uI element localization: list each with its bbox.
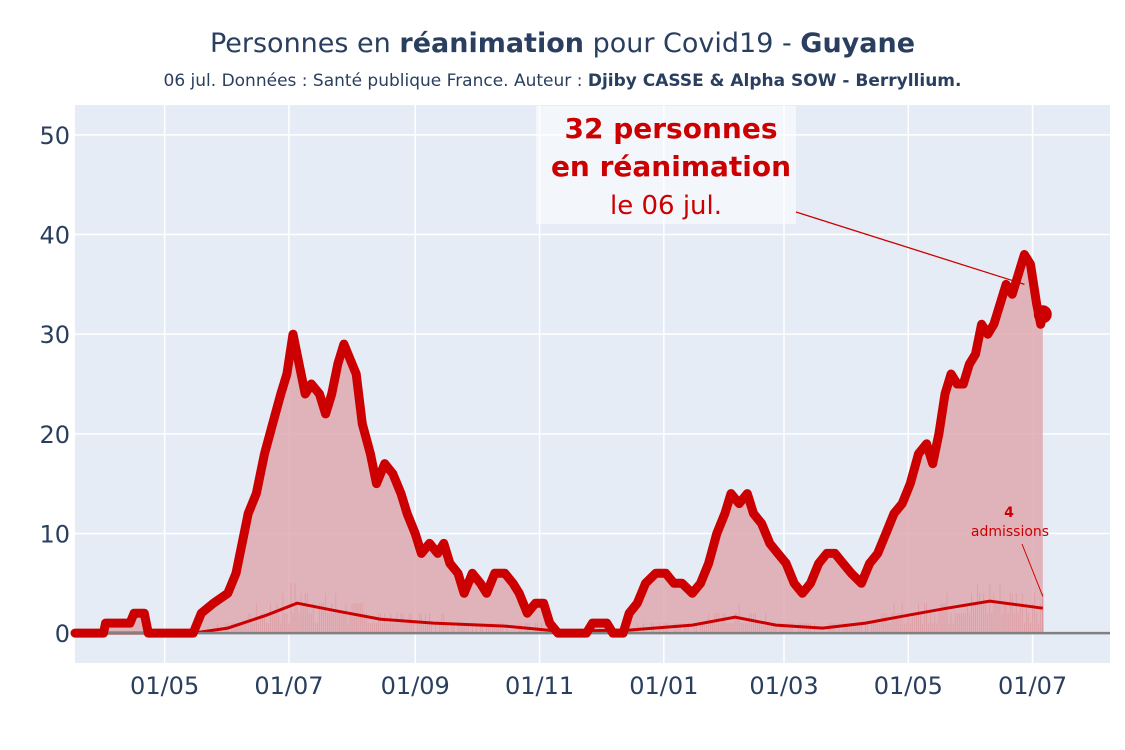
y-tick-label: 0	[55, 620, 70, 648]
x-tick-label: 01/07	[998, 672, 1067, 700]
admissions-average-line	[75, 599, 1043, 635]
x-tick-label: 01/05	[130, 672, 199, 700]
chart-subtitle: 06 jul. Données : Santé publique France.…	[0, 71, 1125, 91]
annotation-box	[536, 106, 796, 224]
x-axis-ticks: 01/05 01/07 01/09 01/11 01/01 01/03 01/05 01/07	[130, 672, 1067, 700]
subtitle-text: 06 jul. Données : Santé publique France.…	[163, 71, 588, 91]
subtitle-author: Djiby CASSE & Alpha SOW - Berryllium.	[587, 71, 962, 91]
chart-title: Personnes en réanimation pour Covid19 - …	[0, 28, 1125, 59]
last-value-marker	[1033, 305, 1052, 324]
admissions-annotation-value: 4	[1004, 505, 1014, 521]
y-tick-label: 50	[39, 122, 70, 150]
x-tick-label: 01/01	[629, 672, 698, 700]
admissions-annotation-label: admissions	[971, 524, 1049, 540]
x-tick-label: 01/09	[381, 672, 450, 700]
x-tick-label: 01/05	[874, 672, 943, 700]
y-tick-label: 30	[39, 321, 70, 349]
y-tick-label: 40	[39, 222, 70, 250]
annotation-line2: en réanimation	[551, 150, 791, 183]
y-axis-ticks: 0 10 20 30 40 50	[39, 122, 70, 648]
reanimation-area-fill	[75, 254, 1043, 634]
admissions-annotation-arrow	[1021, 543, 1044, 597]
y-tick-label: 20	[39, 421, 70, 449]
title-bold1: réanimation	[399, 28, 584, 59]
annotation-arrow	[795, 211, 1025, 285]
annotation-line1: 32 personnes	[565, 112, 778, 145]
x-tick-label: 01/03	[749, 672, 818, 700]
title-part2: pour Covid19 -	[584, 28, 801, 59]
reanimation-line	[70, 250, 1048, 638]
y-tick-label: 10	[39, 520, 70, 548]
x-tick-label: 01/07	[254, 672, 323, 700]
x-tick-label: 01/11	[505, 672, 574, 700]
title-bold2: Guyane	[800, 28, 916, 59]
annotation-line3: le 06 jul.	[610, 191, 722, 221]
title-part1: Personnes en	[209, 28, 400, 59]
